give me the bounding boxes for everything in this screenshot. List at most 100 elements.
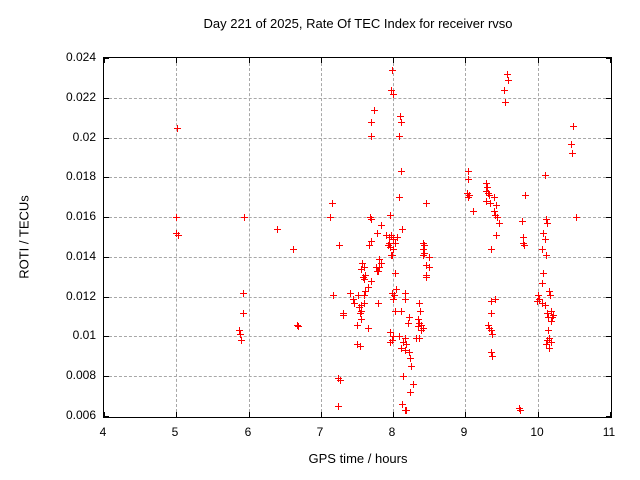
data-point (407, 355, 414, 362)
data-point (378, 222, 385, 229)
y-gridline (104, 217, 611, 218)
data-point (357, 310, 364, 317)
data-point (545, 314, 552, 321)
data-point (493, 232, 500, 239)
y-tick-mark (606, 98, 611, 99)
x-tick-label: 7 (316, 425, 324, 439)
data-point (522, 192, 529, 199)
data-point (486, 325, 493, 332)
data-point (406, 314, 413, 321)
data-point (376, 256, 383, 263)
data-point (347, 290, 354, 297)
data-point (488, 298, 495, 305)
data-point (416, 335, 423, 342)
data-point (393, 286, 400, 293)
data-point (542, 302, 549, 309)
data-point (548, 339, 555, 346)
data-point (356, 304, 363, 311)
data-point (489, 331, 496, 338)
data-point (423, 274, 430, 281)
data-point (418, 322, 425, 329)
data-point (396, 133, 403, 140)
data-point (542, 236, 549, 243)
data-point (367, 214, 374, 221)
data-point (294, 322, 301, 329)
data-point (396, 194, 403, 201)
data-point (358, 302, 365, 309)
y-gridline (104, 177, 611, 178)
data-point (295, 323, 302, 330)
x-tick-mark (610, 412, 611, 417)
data-point (546, 335, 553, 342)
data-point (392, 240, 399, 247)
data-point (391, 292, 398, 299)
data-point (399, 226, 406, 233)
data-point (548, 308, 555, 315)
data-point (362, 288, 369, 295)
plot-area (103, 57, 612, 418)
data-point (351, 300, 358, 307)
data-point (426, 254, 433, 261)
x-tick-mark (465, 412, 466, 417)
data-point (175, 232, 182, 239)
data-point (361, 276, 368, 283)
data-point (327, 214, 334, 221)
data-point (397, 113, 404, 120)
data-point (376, 264, 383, 271)
data-point (505, 77, 512, 84)
y-tick-mark (606, 376, 611, 377)
data-point (398, 168, 405, 175)
data-point (483, 198, 490, 205)
y-tick-label: 0.02 (72, 130, 96, 144)
data-point (390, 246, 397, 253)
data-point (390, 296, 397, 303)
data-point (519, 218, 526, 225)
data-point (504, 71, 511, 78)
data-point (361, 300, 368, 307)
data-point (398, 345, 405, 352)
data-point (366, 242, 373, 249)
y-gridline (104, 336, 611, 337)
data-point (398, 308, 405, 315)
data-point (488, 310, 495, 317)
data-point (491, 194, 498, 201)
x-axis-label: GPS time / hours (308, 451, 408, 466)
x-gridline (321, 58, 322, 417)
data-point (488, 246, 495, 253)
data-point (387, 212, 394, 219)
data-point (491, 208, 498, 215)
data-point (569, 150, 576, 157)
data-point (547, 292, 554, 299)
data-point (417, 308, 424, 315)
data-point (544, 220, 551, 227)
y-tick-label: 0.016 (65, 209, 96, 223)
data-point (174, 125, 181, 132)
x-tick-label: 11 (602, 425, 616, 439)
x-tick-mark (321, 412, 322, 417)
data-point (402, 347, 409, 354)
data-point (389, 290, 396, 297)
x-tick-mark (321, 58, 322, 63)
data-point (485, 190, 492, 197)
data-point (543, 216, 550, 223)
y-tick-mark (606, 58, 611, 59)
data-point (237, 331, 244, 338)
data-point (241, 214, 248, 221)
data-point (403, 341, 410, 348)
data-point (365, 284, 372, 291)
data-point (489, 353, 496, 360)
x-tick-mark (104, 58, 105, 63)
data-point (330, 292, 337, 299)
data-point (365, 325, 372, 332)
y-gridline (104, 138, 611, 139)
data-point (383, 232, 390, 239)
data-point (400, 339, 407, 346)
chart-title: Day 221 of 2025, Rate Of TEC Index for r… (203, 16, 513, 31)
data-point (358, 308, 365, 315)
data-point (540, 230, 547, 237)
x-tick-mark (538, 412, 539, 417)
data-point (354, 341, 361, 348)
data-point (546, 345, 553, 352)
data-point (544, 310, 551, 317)
data-point (387, 329, 394, 336)
